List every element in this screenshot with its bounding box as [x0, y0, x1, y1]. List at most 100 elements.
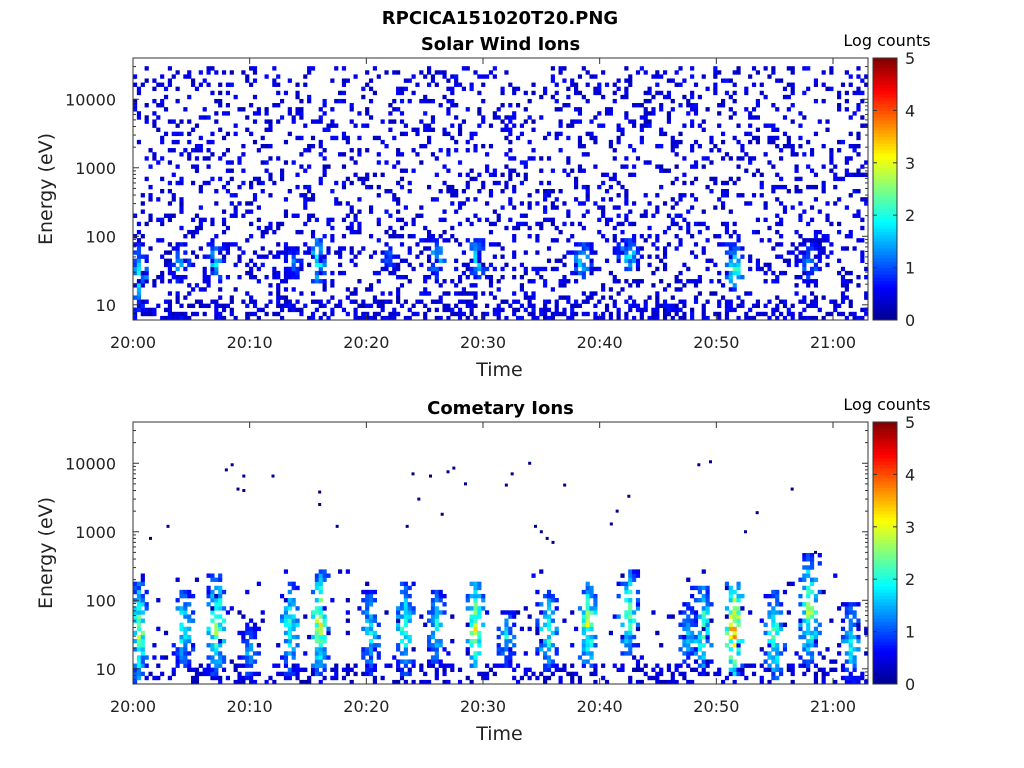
heatmap-cell: [403, 647, 408, 652]
heatmap-cell: [179, 303, 184, 309]
heatmap-cell: [430, 602, 436, 607]
heatmap-cell: [543, 135, 548, 141]
heatmap-cell: [338, 90, 343, 96]
heatmap-cell: [566, 213, 571, 218]
heatmap-cell: [550, 189, 555, 194]
heatmap-cell: [283, 659, 289, 664]
heatmap-cell: [144, 307, 149, 313]
heatmap-cell: [295, 299, 300, 304]
heatmap-cell: [144, 602, 149, 607]
heatmap-cell: [546, 647, 552, 652]
heatmap-cell: [624, 638, 629, 644]
heatmap-cell: [574, 242, 579, 247]
heatmap-cell: [423, 98, 428, 104]
heatmap-cell: [535, 221, 540, 227]
heatmap-cell: [546, 663, 552, 668]
heatmap-cell: [295, 266, 300, 272]
heatmap-cell: [682, 671, 687, 677]
heatmap-cell: [512, 614, 517, 619]
heatmap-cell: [728, 78, 733, 83]
heatmap-cell: [833, 303, 838, 309]
heatmap-cell: [840, 626, 846, 632]
heatmap-cell: [581, 266, 586, 272]
heatmap-cell: [446, 470, 450, 474]
heatmap-cell: [322, 172, 327, 178]
heatmap-cell: [214, 643, 219, 648]
heatmap-cell: [156, 127, 161, 132]
heatmap-cell: [133, 671, 138, 677]
heatmap-cell: [442, 217, 447, 223]
heatmap-cell: [585, 606, 590, 611]
heatmap-cell: [860, 197, 865, 202]
heatmap-cell: [473, 291, 478, 296]
heatmap-cell: [194, 86, 200, 92]
heatmap-cell: [175, 315, 180, 321]
heatmap-cell: [732, 266, 737, 272]
heatmap-cell: [322, 638, 327, 644]
heatmap-cell: [566, 295, 571, 300]
heatmap-cell: [639, 115, 644, 120]
colorbar-band: [873, 497, 897, 501]
heatmap-cell: [469, 303, 474, 309]
heatmap-cell: [438, 217, 443, 223]
heatmap-cell: [446, 107, 451, 112]
heatmap-cell: [218, 643, 223, 648]
heatmap-cell: [666, 225, 672, 231]
heatmap-cell: [326, 164, 331, 169]
heatmap-cell: [601, 197, 606, 202]
heatmap-cell: [399, 176, 405, 182]
heatmap-cell: [368, 643, 374, 648]
heatmap-cell: [429, 474, 432, 478]
heatmap-cell: [705, 315, 710, 321]
heatmap-cell: [535, 189, 540, 194]
heatmap-cell: [438, 315, 443, 321]
heatmap-cell: [682, 618, 687, 623]
heatmap-cell: [856, 238, 861, 243]
heatmap-cell: [245, 311, 250, 317]
heatmap-cell: [245, 663, 250, 668]
heatmap-cell: [303, 205, 308, 210]
heatmap-cell: [399, 86, 405, 92]
heatmap-cell: [136, 238, 142, 243]
heatmap-cell: [256, 266, 261, 272]
heatmap-cell: [156, 303, 161, 309]
colorbar-band: [873, 179, 897, 183]
heatmap-cell: [790, 103, 795, 108]
heatmap-cell: [844, 638, 849, 644]
heatmap-cell: [566, 671, 571, 677]
heatmap-cell: [848, 679, 853, 685]
heatmap-cell: [249, 221, 254, 227]
heatmap-cell: [566, 94, 571, 100]
heatmap-cell: [690, 148, 695, 153]
heatmap-cell: [837, 94, 842, 100]
heatmap-cell: [666, 679, 672, 685]
heatmap-cell: [674, 70, 679, 75]
heatmap-cell: [133, 74, 138, 79]
heatmap-cell: [616, 250, 621, 255]
heatmap-cell: [585, 311, 590, 317]
heatmap-cell: [492, 172, 497, 178]
heatmap-cell: [438, 250, 443, 255]
heatmap-cell: [167, 160, 172, 165]
heatmap-cell: [651, 675, 656, 681]
heatmap-cell: [709, 148, 714, 153]
heatmap-cell: [423, 679, 428, 685]
heatmap-cell: [291, 614, 296, 619]
heatmap-cell: [806, 557, 811, 562]
heatmap-cell: [693, 614, 699, 619]
heatmap-cell: [218, 274, 223, 280]
heatmap-cell: [136, 258, 142, 263]
heatmap-cell: [574, 82, 579, 87]
heatmap-cell: [473, 242, 478, 247]
heatmap-cell: [148, 184, 153, 190]
heatmap-cell: [465, 638, 470, 644]
heatmap-cell: [709, 160, 714, 165]
heatmap-cell: [392, 119, 397, 124]
heatmap-cell: [152, 283, 157, 288]
heatmap-cell: [852, 622, 857, 627]
heatmap-cell: [434, 626, 439, 632]
heatmap-cell: [701, 593, 706, 599]
heatmap-cell: [361, 86, 366, 92]
heatmap-cell: [604, 189, 610, 194]
